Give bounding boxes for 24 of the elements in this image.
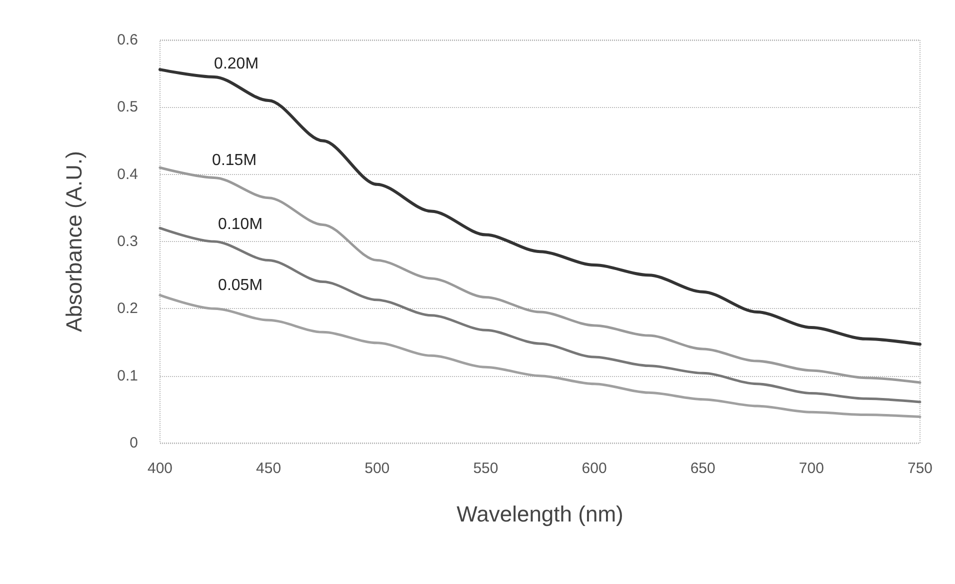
x-tick-label: 450 bbox=[256, 460, 282, 477]
y-tick-label: 0 bbox=[130, 434, 138, 452]
y-tick-label: 0.1 bbox=[117, 367, 138, 384]
series-label: 0.20M bbox=[214, 55, 259, 72]
series-label: 0.05M bbox=[218, 277, 263, 294]
x-tick-label: 600 bbox=[582, 460, 607, 477]
x-tick-label: 750 bbox=[907, 460, 933, 477]
line-series bbox=[158, 68, 922, 346]
x-tick-label: 700 bbox=[798, 460, 824, 477]
x-tick-label: 500 bbox=[364, 460, 390, 477]
y-axis-title: Absorbance (A.U.) bbox=[62, 151, 86, 332]
y-tick-label: 0.4 bbox=[117, 166, 138, 183]
y-tick-label: 0.2 bbox=[117, 300, 138, 318]
x-axis-title: Wavelength (nm) bbox=[456, 502, 624, 526]
line-series bbox=[158, 294, 922, 418]
x-tick-label: 400 bbox=[147, 460, 173, 477]
series-label: 0.10M bbox=[218, 216, 263, 233]
y-tick-label: 0.5 bbox=[117, 98, 138, 116]
y-tick-label: 0.6 bbox=[117, 32, 138, 48]
line-series bbox=[158, 166, 922, 384]
series-label: 0.15M bbox=[212, 152, 257, 170]
x-tick-label: 650 bbox=[690, 460, 716, 477]
y-tick-label: 0.3 bbox=[117, 233, 138, 250]
x-tick-label: 550 bbox=[473, 460, 498, 477]
